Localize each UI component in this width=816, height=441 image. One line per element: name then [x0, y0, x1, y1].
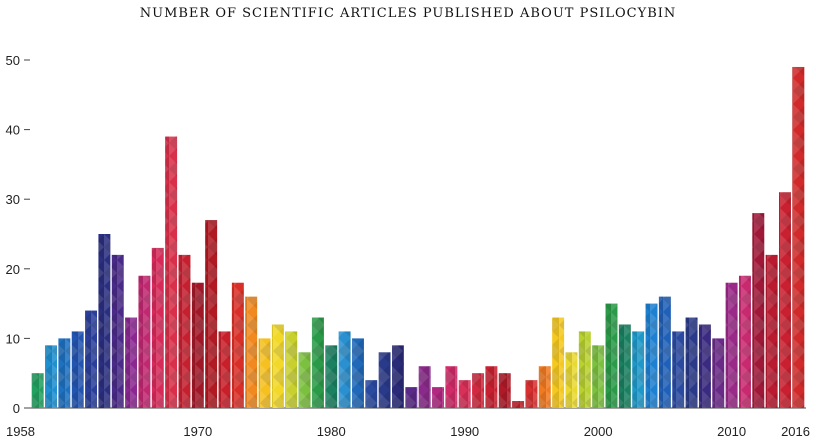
x-tick-label: 2010	[717, 424, 746, 439]
bar-facet-overlay-1994	[512, 401, 525, 408]
bar-facet-overlay-2012	[752, 213, 765, 408]
bar-facet-overlay-1984	[378, 352, 391, 408]
bar-facet-overlay-1977	[285, 331, 298, 408]
y-tick-label: 10	[6, 331, 20, 346]
bars-group	[31, 66, 805, 409]
bar-facet-overlay-1959	[45, 345, 57, 408]
x-tick-label: 1990	[450, 424, 479, 439]
bar-facet-overlay-1985	[392, 345, 404, 408]
bar-facet-overlay-2015	[792, 66, 805, 409]
y-tick-label: 50	[6, 53, 20, 68]
bar-facet-overlay-1970	[191, 282, 204, 408]
x-tick-label: 1958	[6, 424, 35, 439]
bar-facet-overlay-2004	[645, 303, 658, 408]
bar-facet-overlay-1975	[258, 338, 271, 408]
bar-facet-overlay-1961	[71, 331, 84, 408]
bar-facet-overlay-1993	[498, 373, 511, 408]
bar-facet-overlay-2010	[725, 282, 738, 408]
y-tick-label: 30	[6, 192, 20, 207]
bar-facet-overlay-1966	[138, 275, 151, 408]
bar-facet-overlay-1969	[178, 254, 191, 408]
bar-facet-overlay-2006	[672, 331, 685, 408]
bar-facet-overlay-1996	[538, 366, 551, 408]
bar-facet-overlay-2001	[605, 303, 618, 408]
bar-facet-overlay-1981	[338, 331, 351, 408]
bar-facet-overlay-1992	[485, 366, 498, 408]
chart-title: NUMBER OF SCIENTIFIC ARTICLES PUBLISHED …	[140, 6, 677, 21]
bar-facet-overlay-1987	[418, 366, 431, 408]
bar-facet-overlay-1978	[298, 352, 311, 408]
bar-facet-overlay-1990	[458, 380, 471, 408]
bar-facet-overlay-1999	[578, 331, 591, 408]
bar-facet-overlay-2000	[592, 345, 605, 408]
bar-facet-overlay-1962	[85, 310, 98, 408]
x-tick-label: 1970	[183, 424, 212, 439]
y-tick-label: 0	[13, 401, 20, 416]
bar-facet-overlay-2005	[658, 296, 671, 408]
bar-facet-overlay-1976	[271, 324, 284, 408]
y-axis: 0 10 20 30 40 50	[6, 53, 30, 416]
bar-facet-overlay-1983	[365, 380, 378, 408]
x-axis: 1958 1970 1980 1990 2000 2010 2016	[6, 424, 810, 439]
bar-facet-overlay-1982	[351, 338, 364, 408]
bar-facet-overlay-1989	[445, 366, 458, 408]
bar-facet-overlay-1960	[58, 338, 71, 408]
bar-facet-overlay-1998	[565, 352, 578, 408]
x-tick-label: 1980	[317, 424, 346, 439]
bar-facet-overlay-2003	[632, 331, 645, 408]
bar-facet-overlay-2011	[738, 275, 751, 408]
x-tick-label: 2000	[584, 424, 613, 439]
bar-facet-overlay-2013	[765, 254, 778, 408]
bar-facet-overlay-1997	[552, 317, 565, 408]
bar-facet-overlay-1965	[125, 317, 138, 408]
y-tick-label: 40	[6, 123, 20, 138]
bar-facet-overlay-2014	[779, 192, 791, 408]
bar-facet-overlay-2008	[698, 324, 711, 408]
bar-facet-overlay-1968	[165, 136, 178, 408]
bar-facet-overlay-1958	[31, 373, 44, 408]
bar-facet-overlay-1991	[472, 373, 485, 408]
bar-facet-overlay-2009	[712, 338, 725, 408]
bar-facet-overlay-1967	[151, 247, 164, 408]
y-tick-label: 20	[6, 262, 20, 277]
bar-facet-overlay-1980	[325, 345, 338, 408]
bar-facet-overlay-1974	[245, 296, 258, 408]
bar-facet-overlay-2002	[618, 324, 631, 408]
bar-facet-overlay-1971	[205, 220, 218, 408]
x-tick-label: 2016	[781, 424, 810, 439]
bar-facet-overlay-1988	[432, 387, 444, 408]
bar-facet-overlay-1979	[311, 317, 324, 408]
bar-facet-overlay-2007	[685, 317, 698, 408]
bar-facet-overlay-1986	[405, 387, 418, 408]
bar-facet-overlay-1964	[111, 254, 124, 408]
bar-facet-overlay-1972	[218, 331, 231, 408]
bar-facet-overlay-1963	[98, 234, 111, 408]
bar-facet-overlay-1995	[525, 380, 538, 408]
bar-facet-overlay-1973	[231, 282, 244, 408]
